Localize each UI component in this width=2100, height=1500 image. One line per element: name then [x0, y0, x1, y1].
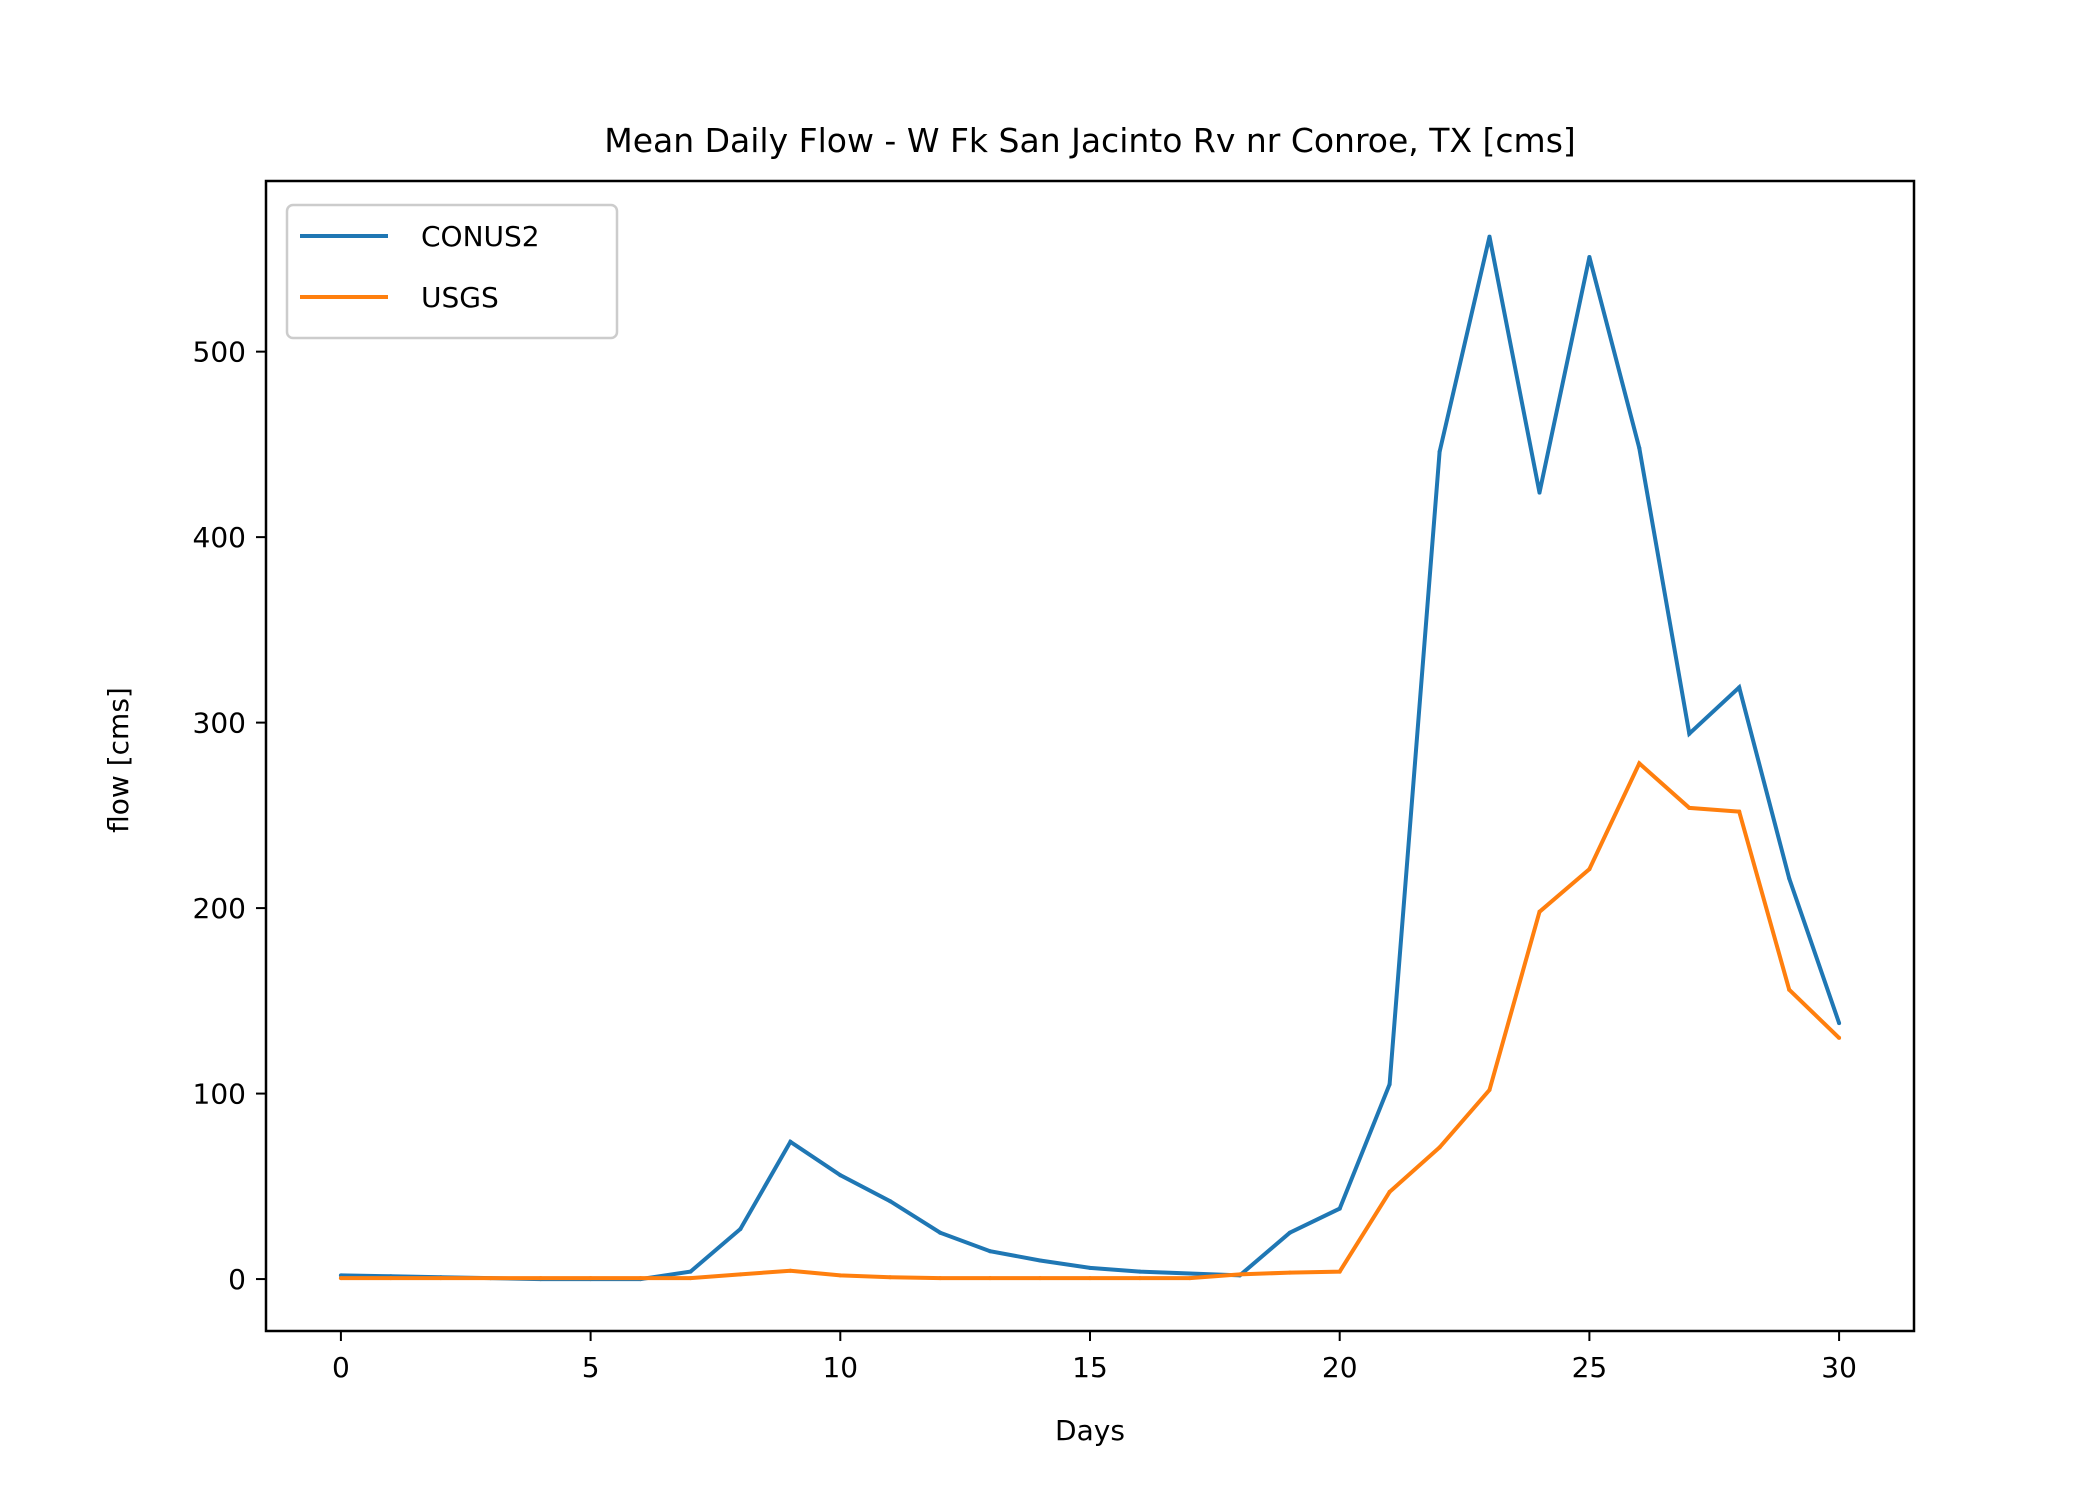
data-point-usgs	[1287, 1270, 1292, 1275]
data-point-usgs	[1337, 1269, 1342, 1274]
data-point-usgs	[1837, 1035, 1842, 1040]
data-point-usgs	[938, 1276, 943, 1281]
data-point-usgs	[1687, 805, 1692, 810]
data-point-usgs	[1537, 909, 1542, 914]
data-point-conus2	[1537, 490, 1542, 495]
data-point-conus2	[1187, 1271, 1192, 1276]
legend-label-usgs: USGS	[421, 281, 499, 314]
data-point-conus2	[1687, 731, 1692, 736]
data-point-conus2	[1487, 234, 1492, 239]
x-tick-label: 20	[1322, 1351, 1358, 1384]
y-tick-label: 200	[193, 892, 246, 925]
data-point-conus2	[988, 1249, 993, 1254]
data-point-usgs	[588, 1276, 593, 1281]
data-point-usgs	[1237, 1272, 1242, 1277]
data-point-usgs	[1187, 1276, 1192, 1281]
data-point-usgs	[1437, 1145, 1442, 1150]
data-point-conus2	[1587, 255, 1592, 259]
data-point-usgs	[1038, 1276, 1043, 1281]
data-point-usgs	[988, 1276, 993, 1281]
data-point-usgs	[388, 1276, 393, 1281]
data-point-usgs	[438, 1276, 443, 1281]
data-point-conus2	[838, 1173, 843, 1178]
data-point-usgs	[1088, 1276, 1092, 1281]
data-point-usgs	[688, 1276, 693, 1281]
data-point-conus2	[1387, 1082, 1392, 1087]
data-point-conus2	[688, 1269, 693, 1274]
data-point-usgs	[838, 1273, 843, 1278]
x-axis-label: Days	[1055, 1414, 1125, 1447]
data-point-usgs	[538, 1276, 543, 1281]
data-point-usgs	[1487, 1087, 1492, 1092]
data-point-usgs	[488, 1276, 493, 1281]
x-tick-label: 5	[582, 1351, 600, 1384]
legend-box	[285, 203, 619, 340]
x-tick-label: 0	[332, 1351, 350, 1384]
data-point-conus2	[1137, 1269, 1142, 1274]
x-tick-label: 25	[1572, 1351, 1608, 1384]
legend-label-conus2: CONUS2	[421, 220, 540, 253]
data-point-usgs	[788, 1268, 793, 1273]
data-point-usgs	[338, 1276, 343, 1281]
y-tick-label: 500	[193, 336, 246, 369]
data-point-conus2	[1787, 876, 1792, 881]
data-point-usgs	[638, 1276, 643, 1281]
y-tick-label: 400	[193, 521, 246, 554]
data-point-conus2	[1038, 1258, 1043, 1263]
legend-items: CONUS2 USGS	[300, 220, 540, 314]
data-point-usgs	[1387, 1189, 1392, 1194]
y-tick-label: 100	[193, 1078, 246, 1111]
data-point-conus2	[888, 1199, 893, 1204]
y-tick-label: 0	[228, 1263, 246, 1296]
data-point-conus2	[938, 1230, 943, 1235]
data-point-conus2	[1088, 1265, 1092, 1270]
data-point-usgs	[1737, 809, 1742, 814]
x-tick-label: 30	[1821, 1351, 1857, 1384]
legend: CONUS2 USGS	[285, 203, 619, 340]
data-point-usgs	[1137, 1276, 1142, 1281]
x-tick-label: 15	[1072, 1351, 1108, 1384]
data-point-conus2	[1737, 685, 1742, 690]
data-point-usgs	[738, 1272, 743, 1277]
data-point-conus2	[788, 1139, 793, 1144]
data-point-usgs	[888, 1275, 893, 1280]
data-point-conus2	[1837, 1021, 1842, 1026]
data-point-conus2	[1437, 449, 1442, 454]
y-tick-label: 300	[193, 707, 246, 740]
data-point-usgs	[1787, 987, 1792, 992]
data-point-conus2	[738, 1227, 743, 1231]
data-point-conus2	[1287, 1230, 1292, 1235]
data-point-usgs	[1587, 867, 1592, 872]
y-axis-label: flow [cms]	[102, 687, 135, 833]
data-point-usgs	[1637, 761, 1642, 766]
chart-title: Mean Daily Flow - W Fk San Jacinto Rv nr…	[604, 121, 1576, 160]
data-point-conus2	[1337, 1206, 1342, 1211]
series-layer	[338, 234, 1842, 1282]
x-tick-label: 10	[822, 1351, 858, 1384]
data-point-conus2	[1637, 446, 1642, 451]
